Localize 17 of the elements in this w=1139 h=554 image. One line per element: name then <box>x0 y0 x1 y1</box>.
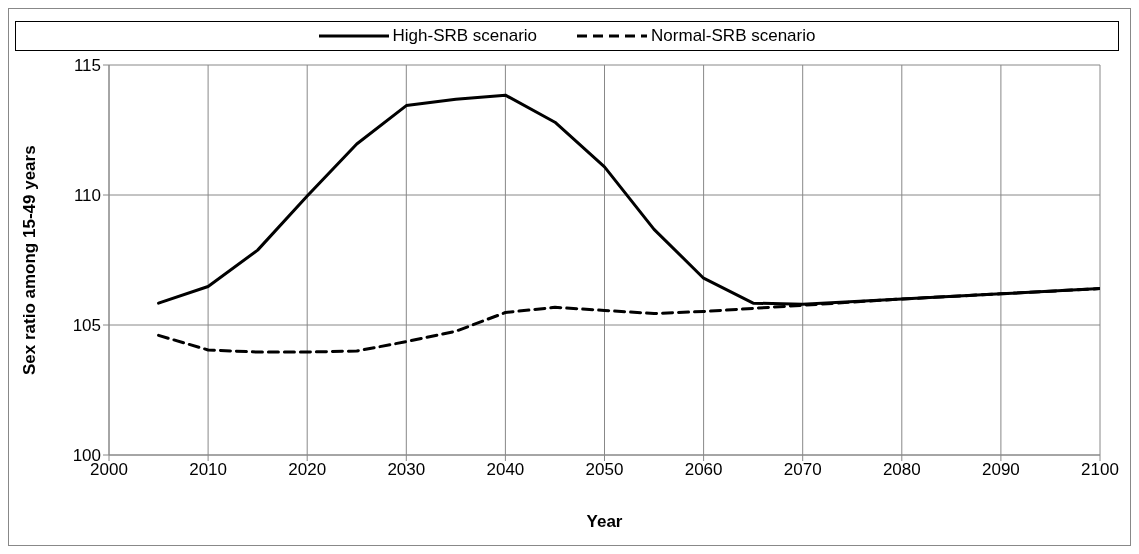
x-tick-label: 2060 <box>684 460 723 480</box>
y-tick-label: 115 <box>73 56 101 76</box>
x-tick-label: 2100 <box>1081 460 1119 480</box>
y-tick-label: 105 <box>72 316 101 336</box>
x-tick-label: 2040 <box>486 460 525 480</box>
x-tick-label: 2090 <box>981 460 1020 480</box>
x-axis-title: Year <box>586 512 623 531</box>
x-tick-label: 2030 <box>387 460 426 480</box>
x-tick-label: 2050 <box>585 460 624 480</box>
legend-label: Normal-SRB scenario <box>651 26 816 46</box>
x-tick-label: 2080 <box>882 460 921 480</box>
legend-label: High-SRB scenario <box>392 26 538 46</box>
x-tick-label: 2020 <box>288 460 327 480</box>
y-axis-title: Sex ratio among 15-49 years <box>20 145 40 375</box>
x-tick-label: 2070 <box>783 460 822 480</box>
x-tick-label: 2010 <box>189 460 228 480</box>
y-tick-label: 110 <box>73 186 101 206</box>
